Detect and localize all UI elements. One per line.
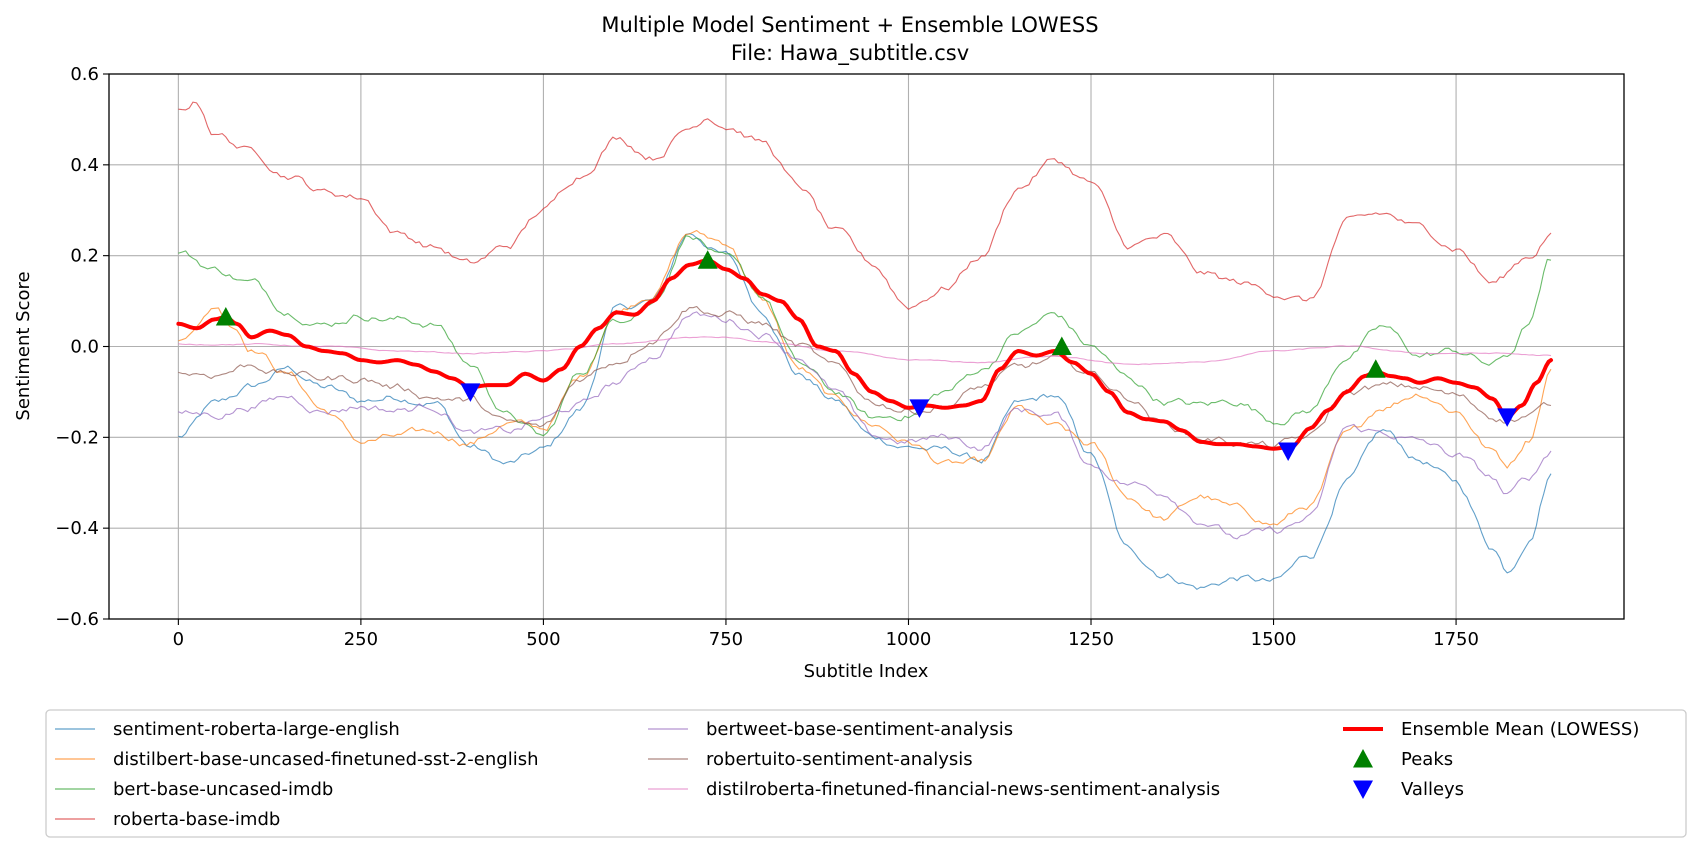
legend-label: distilroberta-finetuned-financial-news-s… (706, 779, 1220, 800)
valley-marker (1497, 408, 1518, 427)
plot-frame (108, 73, 1625, 620)
legend: sentiment-roberta-large-english distilber… (45, 709, 1687, 838)
x-tick-label: 750 (709, 629, 743, 650)
y-tick-label: 0.0 (70, 337, 99, 358)
ensemble-line (176, 258, 1553, 451)
legend-swatch-peaks (1353, 749, 1373, 768)
legend-label: sentiment-roberta-large-english (113, 719, 400, 740)
valley-marker (460, 383, 481, 402)
y-tick-label: 0.6 (70, 64, 99, 85)
chart-subtitle: File: Hawa_subtitle.csv (731, 41, 969, 66)
valley-marker (1278, 442, 1299, 461)
legend-label: distilbert-base-uncased-finetuned-sst-2-… (113, 749, 538, 770)
legend-label: roberta-base-imdb (113, 809, 280, 830)
x-axis-label: Subtitle Index (804, 661, 929, 682)
series-line-1 (178, 233, 1552, 590)
legend-label: bertweet-base-sentiment-analysis (706, 719, 1013, 740)
y-axis-ticks: −0.6 −0.4 −0.2 0.0 0.2 0.4 0.6 (55, 64, 109, 630)
series-line-7 (178, 336, 1552, 366)
legend-label: robertuito-sentiment-analysis (706, 749, 973, 770)
y-axis-label: Sentiment Score (13, 271, 34, 420)
valley-marker (909, 399, 930, 418)
x-axis-ticks: 0 250 500 750 1000 1250 1500 1750 (173, 619, 1479, 650)
peak-marker (1051, 336, 1072, 355)
legend-label-peaks: Peaks (1401, 749, 1453, 770)
series-lines (176, 101, 1553, 590)
y-tick-label: 0.4 (70, 155, 99, 176)
y-tick-label: 0.2 (70, 246, 99, 267)
x-tick-label: 1250 (1068, 629, 1114, 650)
legend-label-ensemble: Ensemble Mean (LOWESS) (1401, 719, 1639, 740)
peak-marker (697, 250, 718, 269)
peak-marker (215, 306, 236, 326)
legend-label: bert-base-uncased-imdb (113, 779, 333, 800)
x-tick-label: 0 (173, 629, 184, 650)
x-tick-label: 1500 (1251, 629, 1297, 650)
x-tick-label: 500 (526, 629, 560, 650)
series-line-5 (178, 311, 1552, 540)
y-tick-label: −0.6 (55, 609, 99, 630)
series-line-2 (178, 229, 1552, 526)
y-tick-label: −0.4 (55, 518, 99, 539)
x-tick-label: 1750 (1433, 629, 1479, 650)
legend-label-valleys: Valleys (1401, 779, 1464, 800)
x-tick-label: 1000 (886, 629, 932, 650)
series-line-6 (178, 305, 1552, 449)
peak-marker (1365, 359, 1386, 378)
legend-box (45, 709, 1687, 838)
series-line-3 (178, 235, 1552, 437)
legend-swatch-valleys (1353, 780, 1373, 799)
x-tick-label: 250 (344, 629, 378, 650)
y-tick-label: −0.2 (55, 427, 99, 448)
series-line-4 (178, 101, 1552, 310)
chart-title: Multiple Model Sentiment + Ensemble LOWE… (601, 13, 1098, 37)
peak-valley-markers (215, 250, 1518, 461)
